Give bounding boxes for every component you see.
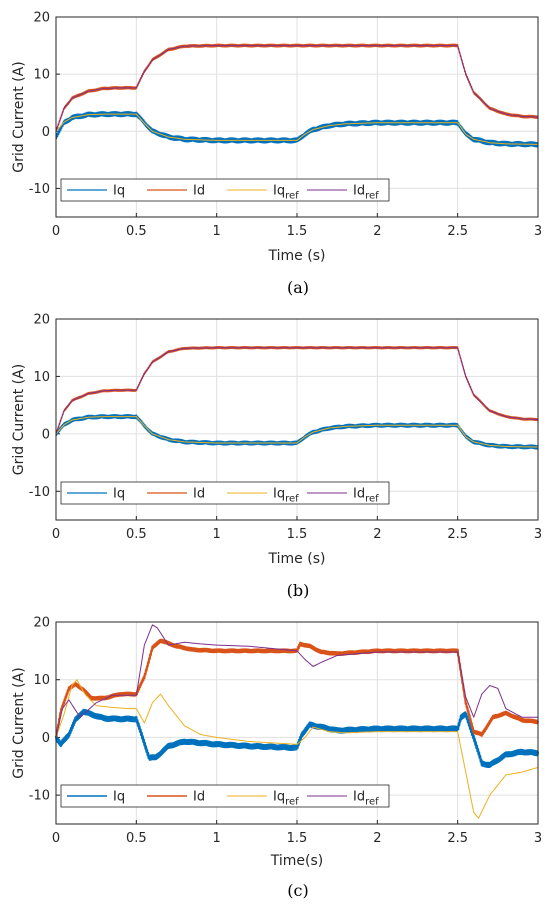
series-line-iq	[55, 414, 539, 450]
legend-label-base: Iq	[113, 790, 125, 805]
series-line-iq-ref	[55, 416, 539, 448]
x-tick-label: 0.5	[126, 224, 147, 239]
legend-label-base: Iq	[273, 487, 285, 502]
panel-caption: (a)	[287, 278, 309, 297]
legend-label: Iqref	[273, 790, 299, 808]
legend-label-base: Id	[193, 487, 205, 502]
legend-label-base: Id	[193, 790, 205, 805]
y-tick-label: 10	[33, 370, 50, 385]
y-axis-label: Grid Current (A)	[11, 61, 27, 172]
y-axis-label: Grid Current (A)	[11, 364, 27, 475]
series-line-iq-ref	[55, 113, 539, 145]
panel-caption: (c)	[287, 881, 308, 900]
legend-label-base: Id	[193, 184, 205, 199]
y-tick-label: 0	[42, 125, 50, 140]
legend-label-base: Iq	[113, 184, 125, 199]
legend-box	[60, 784, 390, 808]
legend-box	[60, 178, 390, 202]
legend-label-subscript: ref	[285, 797, 299, 808]
legend-label: Id	[193, 487, 205, 502]
legend-label-subscript: ref	[365, 494, 379, 505]
x-tick-label: 2.5	[447, 527, 468, 542]
legend-label-base: Iq	[273, 184, 285, 199]
x-tick-label: 1.5	[287, 831, 308, 846]
x-tick-label: 2	[373, 527, 381, 542]
x-tick-label: 3	[534, 527, 542, 542]
legend-label-base: Iq	[113, 487, 125, 502]
panel-caption: (b)	[287, 581, 310, 600]
x-tick-label: 0	[52, 224, 60, 239]
y-axis-label: Grid Current (A)	[11, 667, 27, 778]
axes-box	[55, 318, 539, 521]
y-tick-label: -10	[29, 789, 50, 804]
legend-label-base: Id	[353, 487, 365, 502]
legend-label: Iqref	[273, 487, 299, 505]
y-tick-label: -10	[29, 182, 50, 197]
x-tick-label: 1	[213, 224, 221, 239]
x-tick-label: 0	[52, 831, 60, 846]
axes-box	[55, 621, 539, 825]
x-tick-label: 2	[373, 224, 381, 239]
y-tick-label: 20	[33, 313, 50, 328]
x-tick-label: 3	[534, 831, 542, 846]
legend: Iq Id Iqref Idref	[60, 784, 390, 808]
legend-label-subscript: ref	[285, 191, 299, 202]
legend-label-subscript: ref	[365, 797, 379, 808]
x-tick-label: 2	[373, 831, 381, 846]
legend-label: Idref	[353, 790, 379, 808]
x-tick-label: 0.5	[126, 527, 147, 542]
series-line-id-ref	[55, 347, 539, 435]
legend-label-subscript: ref	[365, 191, 379, 202]
series-line-iq-ref	[55, 679, 539, 819]
y-tick-label: 10	[33, 673, 50, 688]
x-tick-label: 1.5	[287, 527, 308, 542]
legend-box	[60, 481, 390, 505]
x-tick-label: 1	[213, 831, 221, 846]
x-tick-label: 2.5	[447, 224, 468, 239]
y-tick-label: -10	[29, 485, 50, 500]
series-line-id-ref	[55, 45, 539, 132]
x-tick-label: 0.5	[126, 831, 147, 846]
legend-label: Iq	[113, 487, 125, 502]
legend-label-subscript: ref	[285, 494, 299, 505]
legend-label: Iqref	[273, 184, 299, 202]
series-line-iq	[55, 110, 539, 148]
x-axis-label: Time (s)	[268, 551, 326, 567]
y-tick-label: 10	[33, 68, 50, 83]
legend: Iq Id Iqref Idref	[60, 481, 390, 505]
x-axis-label: Time (s)	[268, 248, 326, 264]
x-tick-label: 0	[52, 527, 60, 542]
legend-label: Id	[193, 184, 205, 199]
legend-label-base: Id	[353, 790, 365, 805]
y-tick-label: 0	[42, 427, 50, 442]
x-tick-label: 1.5	[287, 224, 308, 239]
legend-label: Iq	[113, 790, 125, 805]
y-tick-label: 0	[42, 731, 50, 746]
x-axis-label: Time(s)	[270, 853, 323, 869]
axes-box	[55, 16, 539, 218]
x-tick-label: 2.5	[447, 831, 468, 846]
series-line-iq	[54, 708, 540, 769]
legend-label: Idref	[353, 184, 379, 202]
series-line-id-ref	[55, 624, 538, 738]
y-tick-label: 20	[33, 11, 50, 26]
y-tick-label: 20	[33, 616, 50, 631]
legend: Iq Id Iqref Idref	[60, 178, 390, 202]
x-tick-label: 1	[213, 527, 221, 542]
legend-label: Idref	[353, 487, 379, 505]
x-tick-label: 3	[534, 224, 542, 239]
legend-label-base: Iq	[273, 790, 285, 805]
legend-label-base: Id	[353, 184, 365, 199]
legend-label: Iq	[113, 184, 125, 199]
legend-label: Id	[193, 790, 205, 805]
series-line-id	[55, 43, 539, 132]
